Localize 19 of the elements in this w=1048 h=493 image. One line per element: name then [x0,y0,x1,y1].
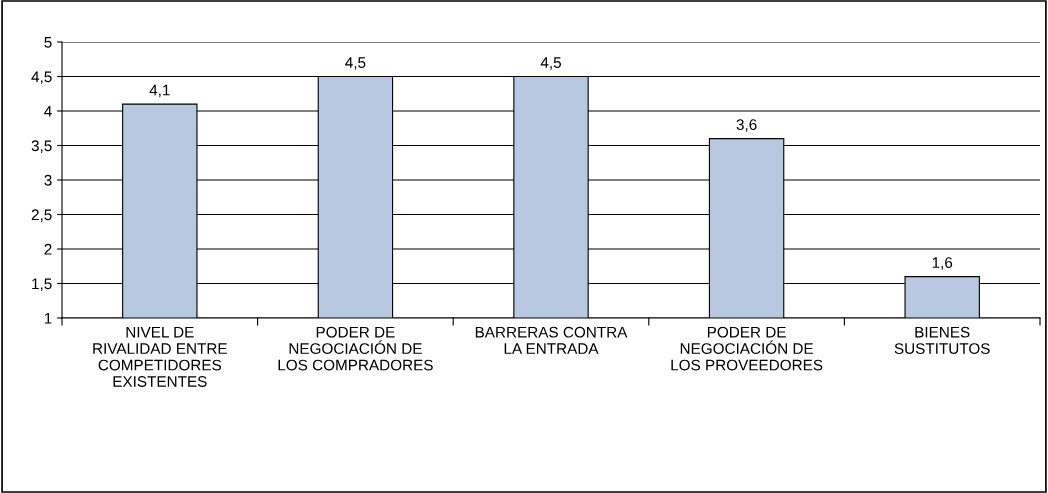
y-tick-label: 2,5 [31,209,52,222]
data-label: 4,5 [540,57,561,70]
y-tick-label: 4,5 [31,71,52,84]
data-label: 4,5 [345,57,366,70]
y-tick-label: 1,5 [32,278,52,291]
data-label: 3,6 [736,119,757,132]
y-tick-label: 3,5 [31,140,52,153]
y-tick-label: 5 [44,37,52,48]
y-tick-label: 3 [44,174,52,186]
x-tick-label: PODER DE NEGOCIACIÓN DE LOS PROVEEDORES [671,326,823,371]
x-tick-label: PODER DE NEGOCIACIÓN DE LOS COMPRADORES [278,326,433,371]
y-tick-label: 1 [44,313,52,324]
y-tick-label: 4 [44,106,52,117]
x-tick-label: BIENES SUSTITUTOS [894,326,990,355]
data-label: 4,1 [149,84,170,98]
y-tick-label: 2 [44,243,52,255]
x-tick-label: NIVEL DE RIVALIDAD ENTRE COMPETIDORES EXISTENTES [93,326,227,387]
data-label: 1,6 [932,257,953,270]
x-tick-label: BARRERAS CONTRA LA ENTRADA [475,326,628,354]
